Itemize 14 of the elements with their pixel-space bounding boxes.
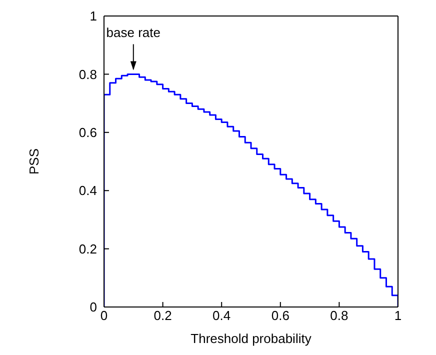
x-tick-label: 0.2: [154, 308, 172, 324]
x-axis-title: Threshold probability: [190, 331, 312, 346]
y-tick-label: 0.6: [78, 125, 97, 140]
x-tick-label: 0: [100, 308, 108, 324]
y-tick-label: 1: [90, 8, 97, 24]
x-tick-label: 0.8: [330, 308, 348, 324]
x-tick-label: 0.4: [212, 308, 231, 324]
x-tick-label: 0.6: [271, 308, 290, 324]
y-tick-label: 0.2: [78, 241, 97, 256]
y-tick-label: 0.4: [78, 183, 97, 198]
annotation: base rate: [106, 25, 160, 40]
y-tick-label: 0.8: [78, 66, 97, 82]
x-tick-label: 1: [394, 308, 402, 324]
y-axis-title: PSS: [26, 148, 42, 175]
